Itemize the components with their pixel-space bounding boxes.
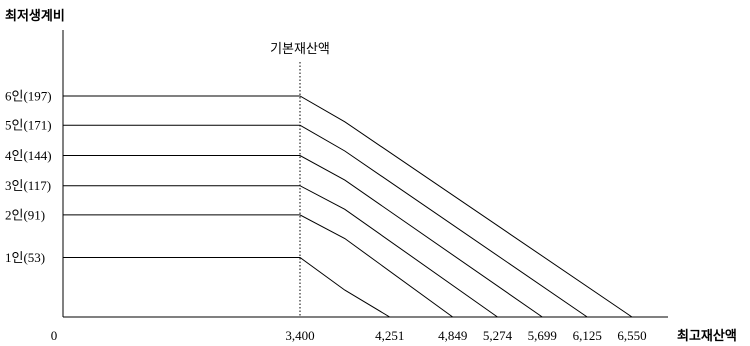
series-line (63, 155, 543, 318)
series-label: 6인(197) (5, 89, 52, 104)
basic-property-annotation: 기본재산액 (270, 41, 330, 56)
chart-axes (62, 30, 668, 318)
series-label: 2인(91) (5, 207, 45, 222)
x-tick-label: 3,400 (285, 328, 314, 343)
series-line (63, 185, 498, 318)
series-line (63, 214, 453, 318)
series-line (63, 95, 633, 318)
series-line (63, 124, 588, 318)
x-tick-label: 4,849 (438, 328, 467, 343)
x-tick-label: 5,699 (528, 328, 557, 343)
origin-label: 0 (51, 328, 58, 343)
x-tick-label: 6,550 (617, 328, 646, 343)
x-tick-label: 5,274 (483, 328, 513, 343)
series-label: 1인(53) (5, 250, 45, 265)
x-tick-label: 6,125 (573, 328, 602, 343)
series-line (63, 257, 390, 318)
y-axis-title: 최저생계비 (5, 9, 65, 24)
series-label: 3인(117) (5, 178, 51, 193)
chart-series-lines (63, 95, 633, 318)
x-tick-label: 4,251 (375, 328, 404, 343)
series-label: 5인(171) (5, 118, 52, 133)
x-axis-title: 최고재산액 (677, 328, 737, 344)
series-label: 4인(144) (5, 148, 52, 163)
